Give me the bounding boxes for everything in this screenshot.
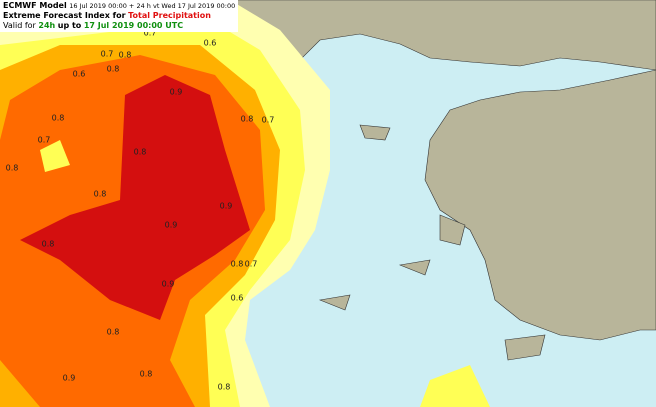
- contour-label: 0.9: [63, 374, 76, 383]
- contour-label: 0.8: [107, 328, 120, 337]
- contour-label: 0.8: [119, 51, 132, 60]
- parameter: Total Precipitation: [128, 11, 211, 20]
- contour-label: 0.7: [101, 50, 114, 59]
- contour-label: 0.8: [241, 115, 254, 124]
- contour-label: 0.7: [245, 260, 258, 269]
- contour-label: 0.9: [162, 280, 175, 289]
- model: ECMWF Model: [3, 1, 67, 10]
- valid-middle: up to: [57, 21, 82, 30]
- contour-label: 0.6: [73, 70, 86, 79]
- contour-label: 0.9: [165, 221, 178, 230]
- valid-time: 17 Jul 2019 00:00 UTC: [83, 21, 184, 30]
- valid-prefix: Valid for: [3, 21, 36, 30]
- contour-label: 0.7: [144, 29, 157, 38]
- period: 24h: [38, 21, 56, 30]
- contour-label: 0.8: [42, 240, 55, 249]
- contour-label: 0.8: [6, 164, 19, 173]
- land-east: [424, 69, 656, 341]
- contour-label: 0.9: [170, 88, 183, 97]
- contour-label: 0.6: [231, 294, 244, 303]
- contour-label: 0.9: [220, 202, 233, 211]
- efi-southeast: [420, 365, 490, 407]
- islands: [318, 124, 546, 361]
- header: ECMWF Model 16 Jul 2019 00:00 + 24 h vt …: [0, 0, 239, 32]
- contour-label: 0.8: [94, 190, 107, 199]
- land-north: [209, 0, 656, 71]
- run: 16 Jul 2019 00:00 + 24 h vt Wed 17 Jul 2…: [69, 2, 236, 10]
- contour-label: 0.8: [52, 114, 65, 123]
- contour-label: 0.8: [231, 260, 244, 269]
- title-prefix: Extreme Forecast Index for: [3, 11, 126, 20]
- contour-label: 0.8: [218, 383, 231, 392]
- efi-hole: [40, 140, 70, 172]
- contour-label: 0.8: [134, 148, 147, 157]
- contour-label: 0.8: [107, 65, 120, 74]
- contour-label: 0.6: [204, 39, 217, 48]
- contour-label: 0.7: [38, 136, 51, 145]
- contour-label: 0.8: [140, 370, 153, 379]
- contour-label: 0.7: [262, 116, 275, 125]
- efi-0.9: [20, 75, 250, 320]
